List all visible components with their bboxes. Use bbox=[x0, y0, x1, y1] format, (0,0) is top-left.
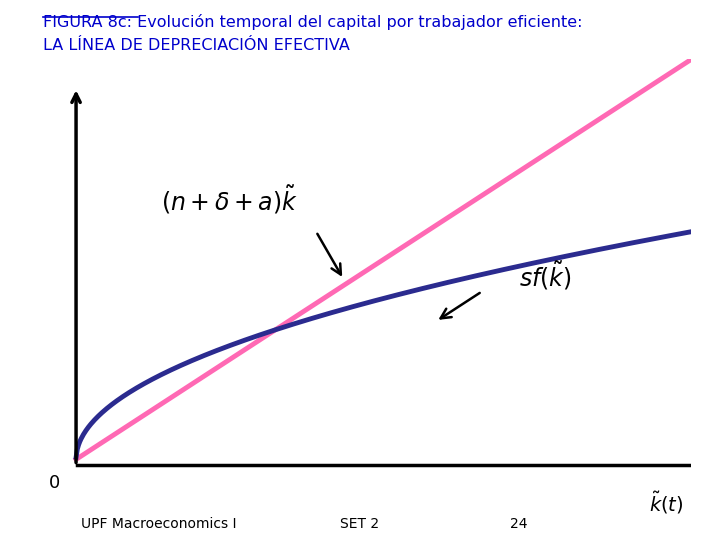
Text: $\tilde{k}(t)$: $\tilde{k}(t)$ bbox=[649, 489, 684, 516]
Text: $(n+\delta+a)\tilde{k}$: $(n+\delta+a)\tilde{k}$ bbox=[161, 183, 298, 216]
Text: FIGURA 8c: Evolución temporal del capital por trabajador eficiente:: FIGURA 8c: Evolución temporal del capita… bbox=[43, 14, 582, 30]
Text: 0: 0 bbox=[49, 475, 60, 492]
Text: UPF Macroeconomics I: UPF Macroeconomics I bbox=[81, 517, 236, 531]
Text: SET 2: SET 2 bbox=[341, 517, 379, 531]
Text: $sf(\tilde{k})$: $sf(\tilde{k})$ bbox=[519, 259, 572, 292]
Text: 24: 24 bbox=[510, 517, 527, 531]
Text: LA LÍNEA DE DEPRECIACIÓN EFECTIVA: LA LÍNEA DE DEPRECIACIÓN EFECTIVA bbox=[43, 38, 350, 53]
